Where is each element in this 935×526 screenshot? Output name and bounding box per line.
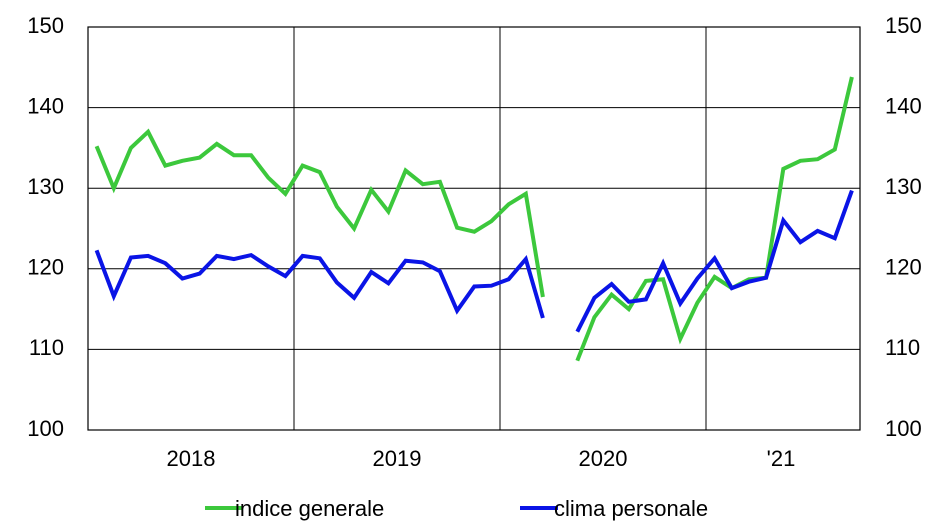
y-tick-label: 110: [29, 335, 64, 360]
y2-tick-label: 140: [885, 93, 922, 118]
x-tick-label: '21: [767, 446, 796, 471]
y2-tick-label: 150: [885, 13, 922, 38]
y2-tick-label: 120: [885, 255, 922, 280]
legend-label: indice generale: [235, 496, 384, 521]
x-tick-label: 2020: [579, 446, 628, 471]
series-line: [94, 76, 854, 362]
y-tick-label: 100: [27, 416, 64, 441]
y2-tick-label: 110: [885, 335, 920, 360]
legend-label: clima personale: [554, 496, 708, 521]
series-line: [94, 189, 854, 333]
plot-frame: [87, 26, 861, 431]
y-tick-label: 130: [27, 174, 64, 199]
y-tick-label: 120: [27, 255, 64, 280]
y-tick-label: 150: [27, 13, 64, 38]
y2-tick-label: 100: [885, 416, 922, 441]
y2-tick-label: 130: [885, 174, 922, 199]
x-tick-label: 2019: [373, 446, 422, 471]
x-tick-label: 2018: [167, 446, 216, 471]
y-tick-label: 140: [27, 93, 64, 118]
